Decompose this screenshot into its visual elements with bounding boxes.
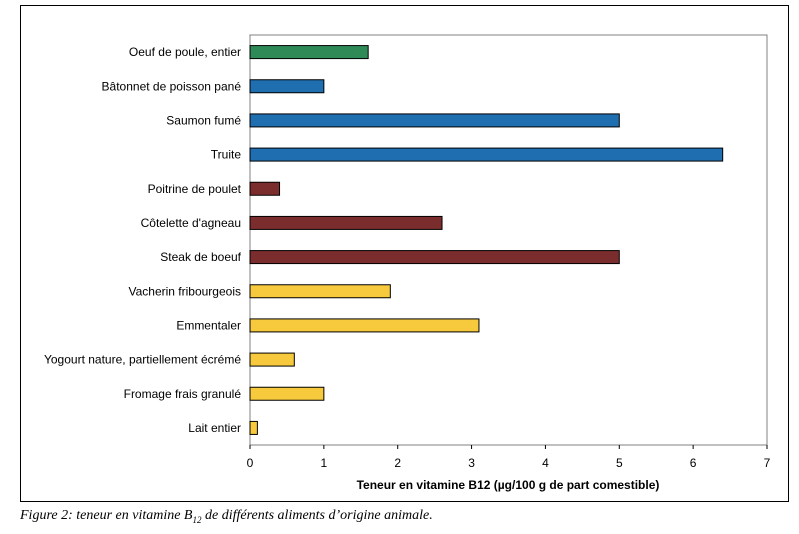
- bar: [249, 284, 391, 299]
- category-label: Bâtonnet de poisson pané: [102, 79, 242, 93]
- x-tick-label: 1: [321, 456, 328, 470]
- x-tick-label: 0: [247, 456, 254, 470]
- bar: [249, 79, 325, 94]
- plot-area: [249, 34, 768, 446]
- bar: [249, 45, 369, 60]
- category-label: Poitrine de poulet: [148, 182, 242, 196]
- x-tick-label: 7: [764, 456, 771, 470]
- category-labels: Oeuf de poule, entier Bâtonnet de poisson…: [44, 45, 242, 435]
- bar: [249, 318, 480, 333]
- bar: [249, 181, 281, 196]
- x-tick-label: 5: [616, 456, 623, 470]
- caption-subscript: 12: [192, 514, 202, 525]
- figure-caption: Figure 2: teneur en vitamine B12 de diff…: [20, 508, 790, 525]
- category-label: Vacherin fribourgeois: [128, 284, 241, 298]
- bar: [249, 352, 295, 367]
- bar: [249, 147, 724, 162]
- caption-prefix: Figure 2: teneur en vitamine B: [20, 508, 193, 523]
- bar: [249, 113, 620, 128]
- category-label: Lait entier: [188, 421, 241, 435]
- bar: [249, 250, 620, 265]
- category-label: Emmentaler: [176, 318, 241, 332]
- caption-suffix: de différents aliments d’origine animale…: [201, 508, 433, 523]
- x-axis-title: Teneur en vitamine B12 (µg/100 g de part…: [357, 478, 660, 492]
- bar: [249, 215, 443, 230]
- category-label: Côtelette d'agneau: [141, 216, 241, 230]
- category-label: Saumon fumé: [166, 113, 241, 127]
- category-label: Yogourt nature, partiellement écrémé: [44, 353, 241, 367]
- x-axis-ticks: 0 1 2 3 4 5 6 7: [247, 445, 771, 470]
- bars-group: [249, 45, 724, 435]
- x-tick-label: 6: [690, 456, 697, 470]
- bar: [249, 420, 258, 435]
- plot-border: [249, 34, 768, 446]
- x-tick-label: 2: [394, 456, 401, 470]
- category-label: Fromage frais granulé: [124, 387, 242, 401]
- category-label: Truite: [211, 148, 242, 162]
- x-tick-label: 4: [542, 456, 549, 470]
- x-tick-label: 3: [468, 456, 475, 470]
- category-label: Steak de boeuf: [160, 250, 241, 264]
- bar: [249, 386, 325, 401]
- category-label: Oeuf de poule, entier: [129, 45, 241, 59]
